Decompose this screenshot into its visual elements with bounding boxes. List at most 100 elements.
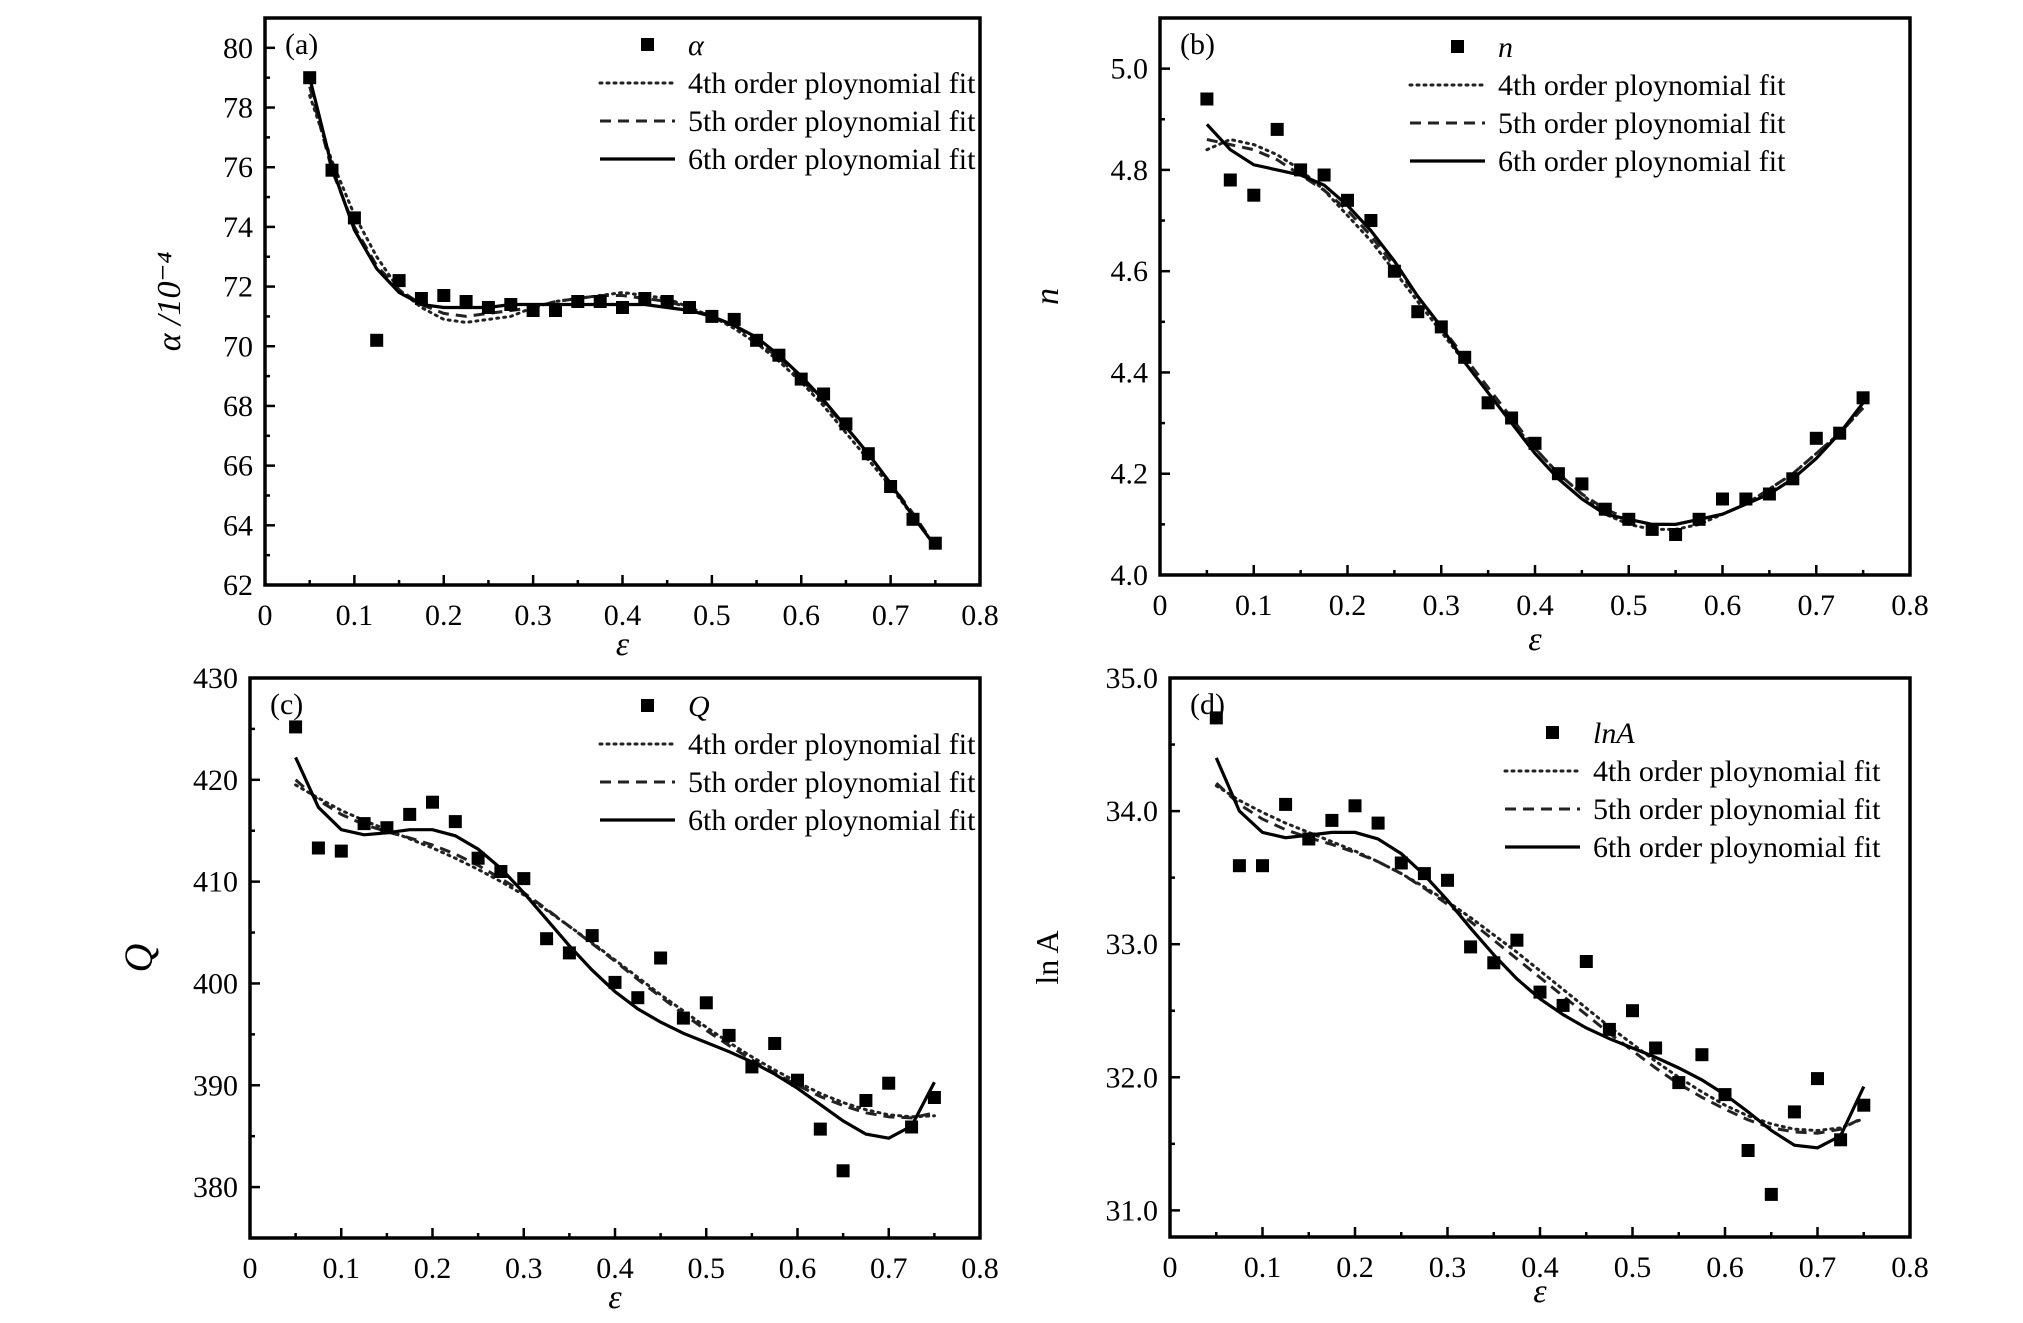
data-point xyxy=(1741,1144,1755,1157)
x-axis-label: ε xyxy=(616,626,630,663)
data-point xyxy=(817,387,831,401)
data-point xyxy=(631,991,645,1005)
x-tick-label: 0.6 xyxy=(779,1252,817,1285)
fit-line-solid xyxy=(294,756,936,1140)
data-point xyxy=(1787,1105,1801,1119)
x-tick-label: 0.1 xyxy=(1235,589,1273,622)
data-point xyxy=(699,996,713,1010)
y-tick-label: 4.2 xyxy=(1111,458,1149,491)
x-tick-label: 0.6 xyxy=(1706,1251,1744,1284)
data-point xyxy=(347,211,361,225)
x-tick-label: 0.8 xyxy=(961,1252,999,1285)
legend: n 4th order ploynomial fit 5th order ployn… xyxy=(1408,31,1786,178)
data-point xyxy=(1417,867,1431,881)
data-point xyxy=(1575,477,1589,491)
data-point xyxy=(1270,122,1284,136)
fit-line-solid xyxy=(1205,123,1865,527)
data-point xyxy=(1387,264,1401,278)
x-tick-label: 0.1 xyxy=(323,1252,361,1285)
y-tick-label: 80 xyxy=(223,32,253,65)
data-point xyxy=(549,304,562,317)
data-point xyxy=(638,292,652,305)
data-point xyxy=(504,298,518,311)
data-point xyxy=(1394,856,1408,870)
fit-line-dotted xyxy=(1205,137,1865,531)
data-point xyxy=(1209,711,1223,725)
x-tick-label: 0.4 xyxy=(1516,589,1554,622)
data-point xyxy=(1279,797,1293,811)
x-tick-label: 0.3 xyxy=(505,1252,543,1285)
legend-entry: 6th order ploynomial fit xyxy=(1593,831,1881,864)
x-tick-label: 0.7 xyxy=(870,1252,908,1285)
y-tick-label: 76 xyxy=(223,151,253,184)
legend-entry: 5th order ploynomial fit xyxy=(688,766,976,799)
data-point xyxy=(1325,813,1339,827)
x-tick-label: 0.4 xyxy=(604,599,642,632)
x-tick-label: 0.7 xyxy=(1799,1251,1837,1284)
data-point xyxy=(705,309,719,323)
data-point xyxy=(676,1011,690,1025)
data-point xyxy=(471,851,485,865)
y-tick-label: 390 xyxy=(193,1069,238,1102)
data-point xyxy=(392,274,406,288)
data-point xyxy=(357,817,371,831)
data-point xyxy=(517,872,531,886)
data-point xyxy=(437,289,451,302)
data-point xyxy=(1718,1088,1732,1102)
data-point xyxy=(459,295,473,308)
data-point xyxy=(884,480,898,493)
legend-entry: α xyxy=(688,29,705,62)
y-tick-label: 4.6 xyxy=(1111,255,1149,288)
y-tick-label: 420 xyxy=(193,764,238,797)
data-point xyxy=(1302,832,1316,846)
data-point xyxy=(905,1120,919,1134)
data-point xyxy=(303,71,317,85)
x-tick-label: 0.6 xyxy=(1704,589,1742,622)
x-tick-label: 0.3 xyxy=(514,599,552,632)
data-point xyxy=(403,807,417,821)
data-point xyxy=(772,348,786,362)
x-tick-label: 0.7 xyxy=(1798,589,1836,622)
data-point xyxy=(727,312,741,326)
data-point xyxy=(334,844,348,858)
x-tick-label: 0.4 xyxy=(596,1252,634,1285)
data-point xyxy=(1764,1187,1778,1201)
y-axis-label: α /10⁻⁴ xyxy=(151,252,188,352)
y-tick-label: 78 xyxy=(223,92,253,125)
data-point xyxy=(1441,873,1454,887)
y-tick-label: 410 xyxy=(193,866,238,899)
y-tick-label: 70 xyxy=(223,330,253,363)
y-tick-label: 4.0 xyxy=(1111,559,1149,592)
data-point xyxy=(1695,1048,1709,1062)
data-point xyxy=(494,865,508,878)
data-point xyxy=(1434,320,1448,334)
data-point xyxy=(1809,431,1823,445)
legend-marker xyxy=(1546,726,1559,739)
data-point xyxy=(1464,940,1478,954)
x-tick-label: 0.3 xyxy=(1423,589,1461,622)
data-point xyxy=(1556,998,1570,1012)
y-tick-label: 72 xyxy=(223,271,253,304)
y-tick-label: 33.0 xyxy=(1106,928,1159,961)
data-point xyxy=(1294,163,1308,177)
data-point xyxy=(1247,188,1261,202)
fit-line-dashed xyxy=(1206,138,1865,526)
y-tick-label: 62 xyxy=(223,569,253,602)
data-point xyxy=(1672,1076,1686,1090)
data-point xyxy=(1411,305,1425,319)
data-point xyxy=(722,1028,736,1042)
data-point xyxy=(906,512,920,526)
x-tick-label: 0.2 xyxy=(425,599,463,632)
data-point xyxy=(414,292,428,305)
legend-entry: 5th order ploynomial fit xyxy=(1593,793,1881,826)
data-point xyxy=(526,304,540,317)
data-point xyxy=(1811,1072,1824,1086)
data-point xyxy=(608,975,622,989)
panel-label: (c) xyxy=(270,688,303,721)
data-point xyxy=(593,295,607,308)
x-tick-label: 0.2 xyxy=(1336,1251,1374,1284)
data-point xyxy=(836,1164,850,1178)
x-axis-label: ε xyxy=(608,1279,622,1316)
fit-line-solid xyxy=(1214,757,1866,1150)
data-point xyxy=(1786,472,1800,486)
